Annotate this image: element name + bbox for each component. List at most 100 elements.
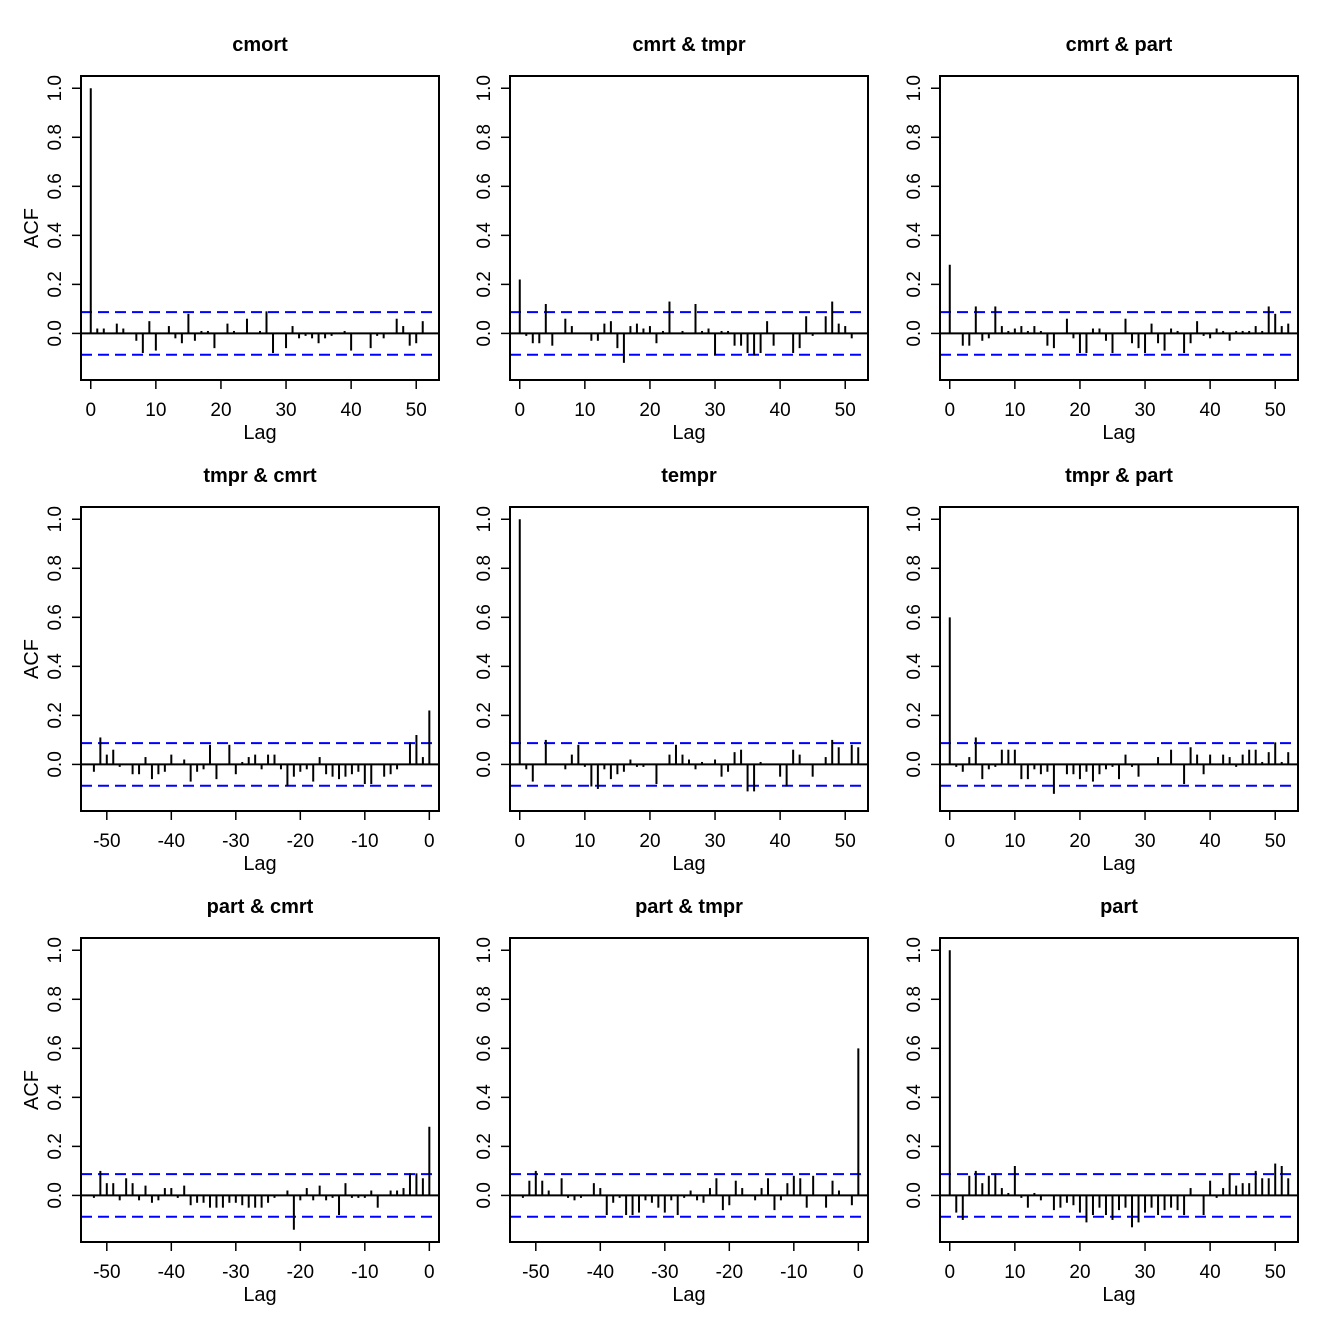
- y-tick-label: 0.2: [45, 1133, 66, 1159]
- y-tick-label: 0.8: [45, 986, 66, 1012]
- x-tick-label: 20: [1069, 1262, 1090, 1283]
- x-tick-label: 0: [944, 1262, 955, 1283]
- x-axis-label: Lag: [672, 1284, 705, 1306]
- panel-title: cmort: [232, 34, 288, 56]
- x-tick-label: -10: [351, 1262, 378, 1283]
- x-tick-label: -30: [651, 1262, 678, 1283]
- y-tick-label: 0.6: [45, 173, 66, 199]
- y-tick-label: 0.2: [474, 702, 495, 728]
- x-tick-label: 20: [639, 400, 660, 421]
- y-tick-label: 0.6: [904, 173, 925, 199]
- y-tick-label: 0.8: [45, 555, 66, 581]
- x-tick-label: 40: [770, 400, 791, 421]
- panel-title: cmrt & part: [1066, 34, 1173, 56]
- y-tick-label: 1.0: [45, 75, 66, 101]
- x-tick-label: -30: [222, 1262, 249, 1283]
- y-tick-label: 1.0: [474, 75, 495, 101]
- x-tick-label: 20: [210, 400, 231, 421]
- panel-title: tempr: [661, 465, 717, 487]
- y-tick-label: 1.0: [904, 937, 925, 963]
- y-tick-label: 0.6: [474, 173, 495, 199]
- y-tick-label: 1.0: [45, 937, 66, 963]
- panel-title: part & tmpr: [635, 896, 743, 918]
- x-axis-label: Lag: [243, 853, 276, 875]
- y-tick-label: 0.8: [904, 555, 925, 581]
- y-tick-label: 0.0: [474, 320, 495, 346]
- y-tick-label: 1.0: [45, 506, 66, 532]
- x-tick-label: 10: [574, 831, 595, 852]
- panel-title: cmrt & tmpr: [632, 34, 746, 56]
- y-tick-label: 0.2: [45, 702, 66, 728]
- y-tick-label: 0.6: [45, 1035, 66, 1061]
- x-tick-label: -20: [716, 1262, 743, 1283]
- y-tick-label: 0.6: [904, 1035, 925, 1061]
- x-tick-label: -40: [587, 1262, 614, 1283]
- x-tick-label: 30: [704, 831, 725, 852]
- x-tick-label: 40: [341, 400, 362, 421]
- x-tick-label: 50: [1265, 831, 1286, 852]
- x-tick-label: -50: [93, 1262, 120, 1283]
- x-tick-label: 30: [1134, 400, 1155, 421]
- y-tick-label: 0.2: [904, 271, 925, 297]
- panel-1: cmort 0 10 20 30 40 50 Lag 0.0 0.2 0.4 0.6 0.8 1.0 ACF: [21, 34, 440, 444]
- x-tick-label: 10: [1004, 1262, 1025, 1283]
- x-tick-label: 50: [406, 400, 427, 421]
- y-tick-label: 0.4: [474, 222, 495, 249]
- y-tick-label: 0.4: [45, 653, 66, 680]
- y-tick-label: 0.4: [904, 653, 925, 680]
- x-axis-label: Lag: [243, 1284, 276, 1306]
- y-tick-label: 0.4: [45, 1084, 66, 1111]
- x-axis-label: Lag: [672, 422, 705, 444]
- x-tick-label: 20: [1069, 400, 1090, 421]
- x-tick-label: -20: [287, 831, 314, 852]
- x-tick-label: 0: [944, 400, 955, 421]
- x-tick-label: 10: [1004, 400, 1025, 421]
- x-tick-label: 10: [1004, 831, 1025, 852]
- x-tick-label: 40: [1200, 400, 1221, 421]
- y-tick-label: 0.6: [474, 1035, 495, 1061]
- y-tick-label: 0.2: [45, 271, 66, 297]
- y-tick-label: 0.0: [45, 320, 66, 346]
- y-axis-label: ACF: [21, 208, 43, 248]
- y-tick-label: 0.2: [904, 702, 925, 728]
- panel-title: part: [1100, 896, 1138, 918]
- y-tick-label: 0.0: [474, 751, 495, 777]
- x-tick-label: 50: [1265, 400, 1286, 421]
- y-tick-label: 0.8: [474, 555, 495, 581]
- y-tick-label: 1.0: [904, 75, 925, 101]
- panel-2: cmrt & tmpr 0 10 20 30 40 50 Lag 0.0 0.2 0.4 0.6 0.8…: [474, 34, 869, 444]
- y-tick-label: 0.0: [904, 1182, 925, 1208]
- x-tick-label: -40: [158, 1262, 185, 1283]
- x-tick-label: 0: [514, 831, 525, 852]
- x-tick-label: 10: [145, 400, 166, 421]
- x-tick-label: 40: [1200, 1262, 1221, 1283]
- y-tick-label: 0.8: [474, 124, 495, 150]
- panel-9: part 0 10 20 30 40 50 Lag 0.0 0.2 0.4 0.6 0.8 1.0: [904, 896, 1299, 1306]
- y-tick-label: 0.4: [904, 1084, 925, 1111]
- x-tick-label: 0: [424, 831, 435, 852]
- y-tick-label: 0.4: [474, 653, 495, 680]
- panel-title: part & cmrt: [207, 896, 314, 918]
- y-tick-label: 1.0: [474, 937, 495, 963]
- panel-6: tmpr & part 0 10 20 30 40 50 Lag 0.0 0.2 0.4 0.6 0.8…: [904, 465, 1299, 875]
- y-tick-label: 0.0: [45, 751, 66, 777]
- x-tick-label: 40: [1200, 831, 1221, 852]
- panel-7: part & cmrt -50 -40 -30 -20 -10 0 Lag 0.0 0.2 0.4 0…: [21, 896, 440, 1306]
- y-tick-label: 0.4: [904, 222, 925, 249]
- x-axis-label: Lag: [1102, 1284, 1135, 1306]
- y-tick-label: 1.0: [904, 506, 925, 532]
- x-tick-label: 0: [944, 831, 955, 852]
- x-tick-label: 50: [1265, 1262, 1286, 1283]
- panel-3: cmrt & part 0 10 20 30 40 50 Lag 0.0 0.2 0.4 0.6 0.8…: [904, 34, 1299, 444]
- x-axis-label: Lag: [243, 422, 276, 444]
- y-tick-label: 0.6: [45, 604, 66, 630]
- x-axis-label: Lag: [1102, 853, 1135, 875]
- x-tick-label: 50: [835, 400, 856, 421]
- x-tick-label: 0: [853, 1262, 864, 1283]
- y-tick-label: 0.2: [904, 1133, 925, 1159]
- y-tick-label: 0.8: [904, 124, 925, 150]
- panel-8: part & tmpr -50 -40 -30 -20 -10 0 Lag 0.0 0.2 0.4 0…: [474, 896, 869, 1306]
- x-axis-label: Lag: [1102, 422, 1135, 444]
- y-tick-label: 0.2: [474, 1133, 495, 1159]
